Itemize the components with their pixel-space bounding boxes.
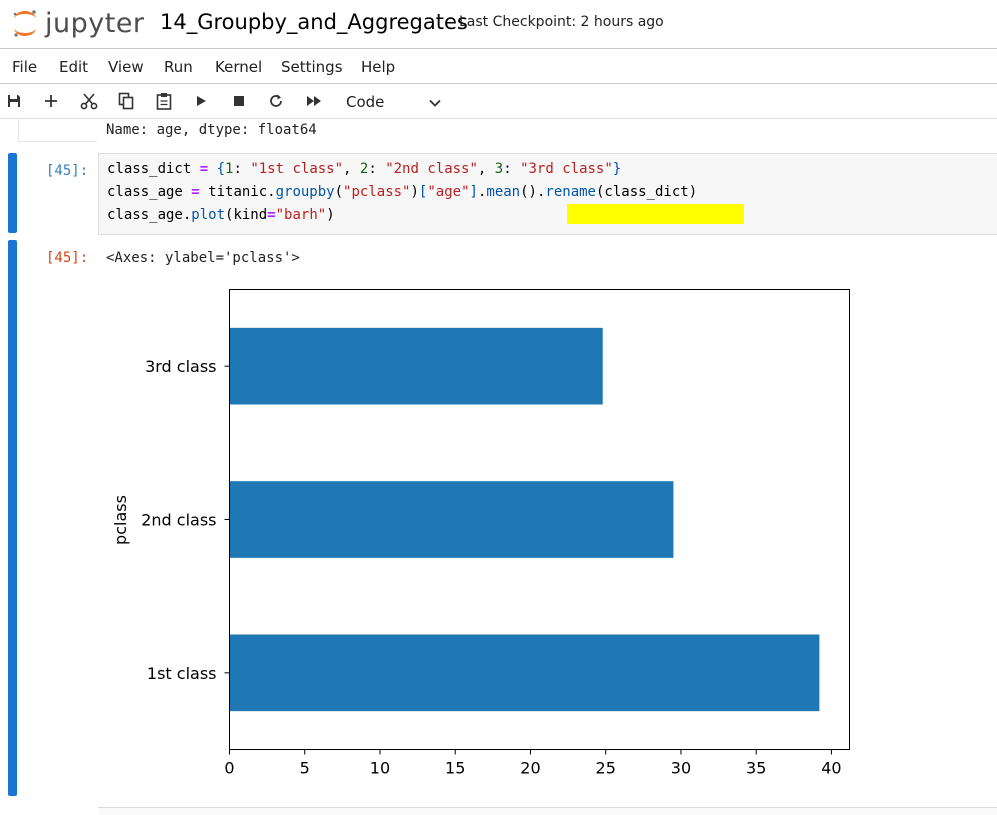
toolbar-divider <box>0 118 997 119</box>
save-icon[interactable] <box>3 90 25 112</box>
code-line: class_age.plot(kind="barh") <box>107 207 335 223</box>
header-divider <box>0 48 997 49</box>
menu-file[interactable]: File <box>12 58 38 76</box>
x-tick-label: 35 <box>746 759 766 778</box>
bar-2nd-class <box>229 481 674 558</box>
y-tick-label: 2nd class <box>141 511 216 530</box>
stop-icon[interactable] <box>228 90 250 112</box>
code-editor[interactable]: class_dict = {1: "1st class", 2: "2nd cl… <box>98 153 997 235</box>
code-line: class_dict = {1: "1st class", 2: "2nd cl… <box>107 161 622 177</box>
menu-edit[interactable]: Edit <box>59 58 89 76</box>
menu-run[interactable]: Run <box>164 58 193 76</box>
x-tick-label: 25 <box>596 759 616 778</box>
highlight-annotation <box>567 204 744 224</box>
x-tick-label: 40 <box>821 759 841 778</box>
menu-settings[interactable]: Settings <box>281 58 343 76</box>
menu-help[interactable]: Help <box>361 58 396 76</box>
active-cell-indicator[interactable] <box>8 153 17 233</box>
y-tick-label: 3rd class <box>145 357 216 376</box>
menu-divider <box>0 83 997 84</box>
jupyter-logo-icon <box>13 10 36 37</box>
next-cell[interactable] <box>98 807 997 815</box>
y-tick-label: 1st class <box>147 664 217 683</box>
barh-chart: 1st class 2nd class 3rd class 0 5 10 15 20 25 30 3… <box>111 289 850 778</box>
code-line: class_age = titanic.groupby("pclass")["a… <box>107 184 698 200</box>
y-axis-label: pclass <box>111 495 130 545</box>
restart-icon[interactable] <box>265 90 287 112</box>
input-prompt: [45]: <box>46 163 89 179</box>
previous-cell-prompt-area <box>18 119 97 142</box>
bar-1st-class <box>229 634 820 712</box>
run-icon[interactable] <box>190 90 212 112</box>
checkpoint-status: Last Checkpoint: 2 hours ago <box>459 14 664 30</box>
menu-kernel[interactable]: Kernel <box>215 58 263 76</box>
x-tick-label: 20 <box>520 759 540 778</box>
output-prompt: [45]: <box>46 250 89 266</box>
chevron-down-icon[interactable] <box>428 95 442 114</box>
previous-cell-output: Name: age, dtype: float64 <box>106 122 317 138</box>
fast-forward-icon[interactable] <box>303 90 325 112</box>
bar-3rd-class <box>229 327 603 405</box>
paste-icon[interactable] <box>153 90 175 112</box>
menu-bar: File Edit View Run Kernel Settings Help <box>0 49 997 83</box>
cut-icon[interactable] <box>78 90 100 112</box>
x-tick-label: 10 <box>370 759 390 778</box>
jupyter-logo[interactable]: jupyter <box>10 6 145 42</box>
x-tick-label: 0 <box>224 759 234 778</box>
cell-type-dropdown[interactable]: Code <box>346 93 385 111</box>
x-tick-label: 5 <box>300 759 310 778</box>
output-text: <Axes: ylabel='pclass'> <box>106 250 300 266</box>
notebook-toolbar: Code <box>0 84 997 118</box>
menu-view[interactable]: View <box>108 58 144 76</box>
notebook-title[interactable]: 14_Groupby_and_Aggregates <box>160 10 468 34</box>
output-collapse-indicator[interactable] <box>8 240 17 796</box>
logo-wordmark: jupyter <box>45 8 145 39</box>
x-tick-label: 15 <box>445 759 465 778</box>
x-tick-label: 30 <box>671 759 691 778</box>
copy-icon[interactable] <box>115 90 137 112</box>
add-cell-icon[interactable] <box>40 90 62 112</box>
